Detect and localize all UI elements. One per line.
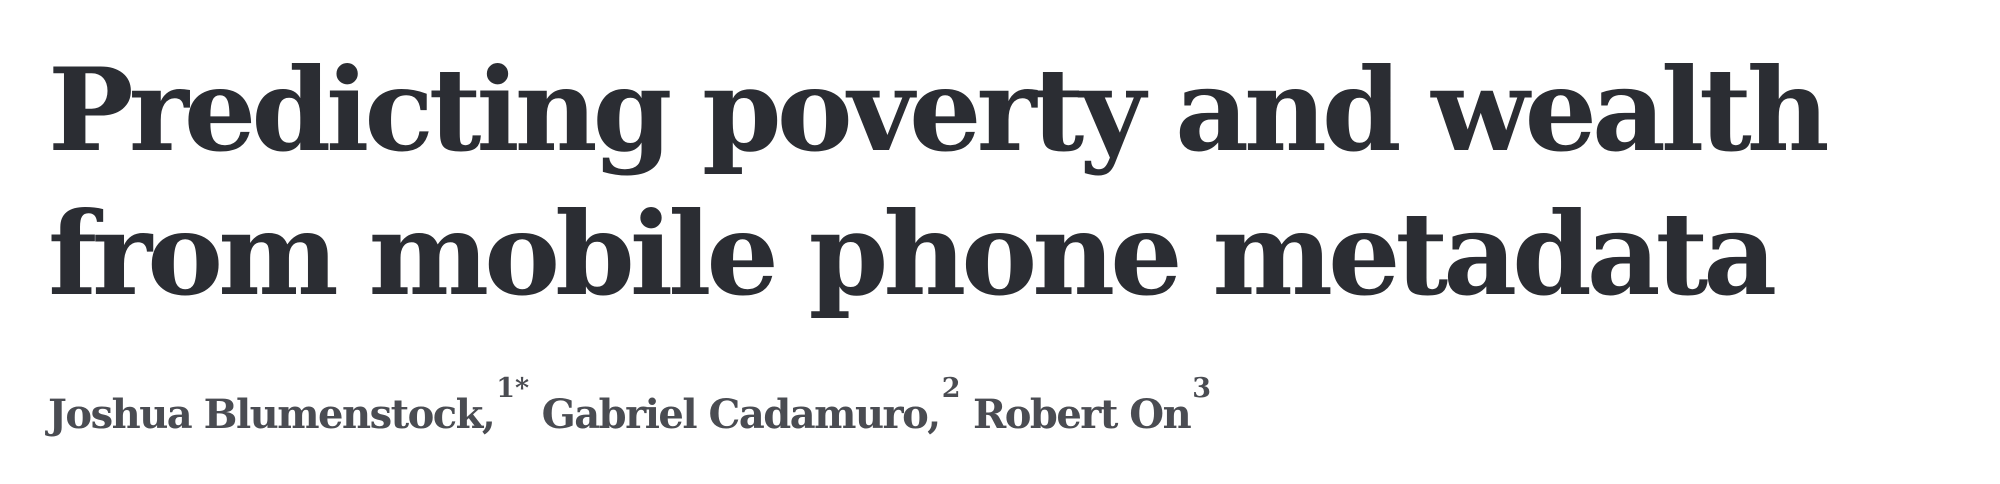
author-name: Gabriel Cadamuro, xyxy=(541,391,942,439)
author-2: Gabriel Cadamuro,2 xyxy=(541,373,961,439)
author-affiliation: 1* xyxy=(496,373,530,404)
paper-header: Predicting poverty and wealth from mobil… xyxy=(48,38,1978,326)
author-1: Joshua Blumenstock,1* xyxy=(48,373,529,439)
author-name: Robert On xyxy=(972,391,1192,439)
paper-title: Predicting poverty and wealth from mobil… xyxy=(48,43,1830,321)
author-list: Joshua Blumenstock,1* Gabriel Cadamuro,2… xyxy=(48,373,1211,445)
author-3: Robert On3 xyxy=(972,373,1211,439)
author-affiliation: 2 xyxy=(941,373,961,404)
author-affiliation: 3 xyxy=(1192,373,1211,404)
author-name: Joshua Blumenstock, xyxy=(48,391,496,439)
